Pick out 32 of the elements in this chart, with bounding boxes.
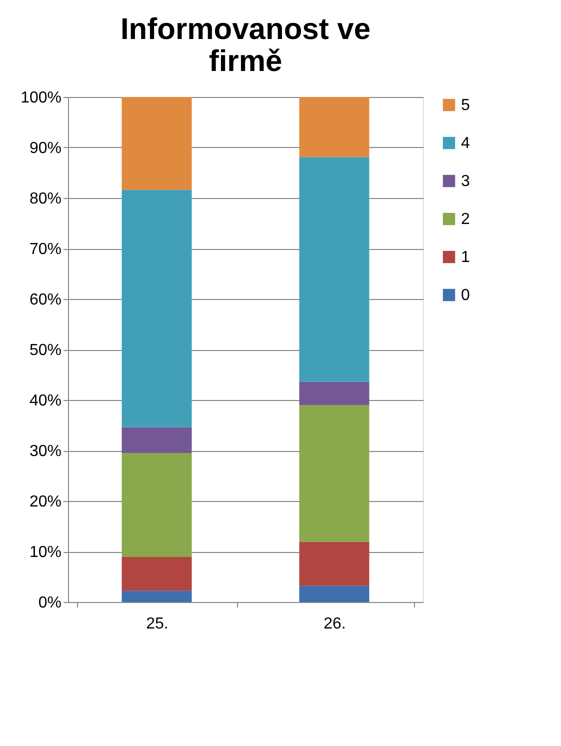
y-tick-label: 90% <box>29 140 62 157</box>
y-tick-label: 20% <box>29 494 62 510</box>
bar <box>122 97 192 190</box>
bar <box>299 542 370 586</box>
legend-label: 4 <box>461 135 470 152</box>
legend-label: 5 <box>461 97 470 114</box>
y-tick-label: 50% <box>29 342 62 359</box>
bar <box>122 557 192 591</box>
y-tick-label: 40% <box>29 392 62 410</box>
legend-label: 1 <box>461 249 470 266</box>
bar <box>122 590 192 602</box>
y-tick-label: 70% <box>29 241 62 258</box>
bar <box>122 190 192 428</box>
bar <box>122 427 192 454</box>
bar <box>299 382 370 406</box>
y-tick-label: 80% <box>29 190 62 208</box>
y-tick-label: 60% <box>29 292 62 308</box>
y-tick-label: 30% <box>29 443 62 460</box>
legend-label: 3 <box>461 173 470 190</box>
bar <box>299 405 370 542</box>
legend-label: 2 <box>461 211 470 228</box>
x-tick-label: 25. <box>146 616 168 632</box>
y-tick-label: 10% <box>29 544 62 561</box>
y-tick-label: 0% <box>38 594 62 612</box>
legend-label: 0 <box>461 287 470 304</box>
y-tick-label: 100% <box>20 90 62 106</box>
x-tick-label: 26. <box>324 616 346 632</box>
bar <box>299 97 370 158</box>
bar <box>299 157 370 382</box>
chart-title: Informovanost ve firmě <box>120 13 371 78</box>
bar <box>299 586 370 602</box>
bar <box>122 453 192 558</box>
